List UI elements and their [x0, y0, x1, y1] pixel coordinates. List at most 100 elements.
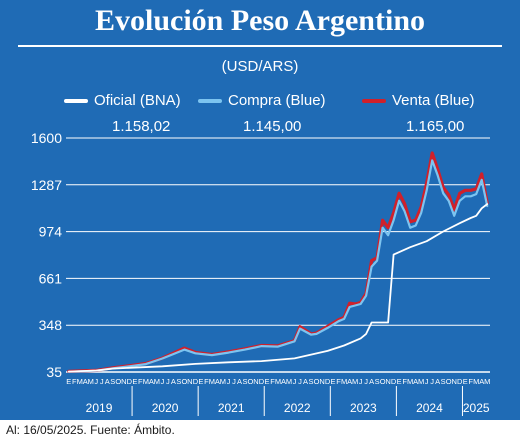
month-tick-label: M [407, 377, 413, 386]
month-tick-label: S [309, 377, 314, 386]
month-tick-label: A [303, 377, 308, 386]
month-tick-label: J [100, 377, 104, 386]
month-tick-label: S [242, 377, 247, 386]
month-tick-label: A [413, 377, 418, 386]
year-tick-label: 2020 [152, 401, 179, 415]
month-tick-label: J [364, 377, 368, 386]
month-tick-label: D [193, 377, 199, 386]
legend-label-compra: Compra (Blue) [228, 92, 326, 109]
year-tick-label: 2023 [350, 401, 377, 415]
month-tick-label: A [479, 377, 484, 386]
month-tick-label: M [77, 377, 83, 386]
month-tick-label: A [435, 377, 440, 386]
y-tick-label: 35 [46, 364, 62, 380]
month-tick-label: M [418, 377, 424, 386]
month-tick-label: S [375, 377, 380, 386]
month-tick-label: N [385, 377, 390, 386]
month-tick-label: O [380, 377, 386, 386]
month-tick-label: J [425, 377, 429, 386]
month-tick-label: M [352, 377, 358, 386]
legend-value-venta: 1.165,00 [406, 118, 465, 135]
legend-swatch-oficial [64, 98, 88, 103]
month-tick-label: M [286, 377, 292, 386]
year-tick-label: 2025 [463, 401, 490, 415]
year-tick-label: 2022 [284, 401, 311, 415]
month-tick-label: O [446, 377, 452, 386]
legend-label-oficial: Oficial (BNA) [94, 92, 181, 109]
y-tick-label: 1287 [31, 177, 62, 193]
month-tick-label: D [391, 377, 397, 386]
y-tick-label: 661 [39, 270, 63, 286]
month-tick-label: A [171, 377, 176, 386]
legend-item-oficial: Oficial (BNA) [64, 92, 181, 109]
month-tick-label: A [369, 377, 374, 386]
month-tick-label: A [149, 377, 154, 386]
month-tick-label: F [204, 377, 209, 386]
series-oficial-bna [67, 203, 489, 373]
month-tick-label: A [105, 377, 110, 386]
year-tick-label: 2024 [416, 401, 443, 415]
month-tick-label: M [275, 377, 281, 386]
month-tick-label: D [457, 377, 463, 386]
y-tick-label: 1600 [31, 130, 62, 146]
legend-item-compra: Compra (Blue) [198, 92, 326, 109]
month-tick-label: F [72, 377, 77, 386]
month-tick-label: J [430, 377, 434, 386]
chart-title: Evolución Peso Argentino [94, 4, 425, 37]
y-tick-label: 974 [39, 224, 63, 240]
month-tick-label: N [319, 377, 324, 386]
footnote: Al: 16/05/2025. Fuente: Ámbito. [6, 423, 175, 437]
month-tick-label: A [237, 377, 242, 386]
month-tick-label: N [253, 377, 258, 386]
month-tick-label: N [121, 377, 126, 386]
month-tick-label: N [187, 377, 192, 386]
month-tick-label: E [198, 377, 203, 386]
legend-swatch-venta [362, 98, 386, 103]
month-tick-label: M [143, 377, 149, 386]
legend-swatch-compra [198, 98, 222, 103]
month-tick-label: J [227, 377, 231, 386]
month-tick-label: S [176, 377, 181, 386]
month-tick-label: J [359, 377, 363, 386]
month-tick-label: M [220, 377, 226, 386]
month-tick-label: A [281, 377, 286, 386]
y-tick-label: 348 [39, 317, 63, 333]
month-tick-label: N [451, 377, 456, 386]
month-tick-label: J [166, 377, 170, 386]
month-tick-label: D [127, 377, 133, 386]
month-tick-label: M [341, 377, 347, 386]
month-tick-label: F [468, 377, 473, 386]
unit-label: (USD/ARS) [221, 58, 299, 75]
legend-value-compra: 1.145,00 [243, 118, 302, 135]
series-venta-blue [67, 151, 489, 373]
series-compra-blue [67, 159, 489, 373]
month-tick-label: O [248, 377, 254, 386]
month-tick-label: J [298, 377, 302, 386]
month-tick-label: D [325, 377, 331, 386]
month-tick-label: E [66, 377, 71, 386]
month-tick-label: S [110, 377, 115, 386]
title-divider [18, 45, 502, 47]
month-tick-label: F [270, 377, 275, 386]
month-tick-label: F [336, 377, 341, 386]
month-tick-label: M [154, 377, 160, 386]
month-tick-label: O [314, 377, 320, 386]
month-tick-label: M [484, 377, 490, 386]
year-tick-label: 2019 [86, 401, 113, 415]
month-tick-label: E [331, 377, 336, 386]
month-tick-label: O [115, 377, 121, 386]
month-tick-label: E [397, 377, 402, 386]
month-tick-label: M [473, 377, 479, 386]
month-tick-label: O [181, 377, 187, 386]
month-tick-label: A [83, 377, 88, 386]
month-tick-label: A [347, 377, 352, 386]
month-tick-label: E [264, 377, 269, 386]
month-tick-label: D [259, 377, 265, 386]
month-tick-label: J [160, 377, 164, 386]
month-tick-label: J [232, 377, 236, 386]
year-tick-label: 2021 [218, 401, 245, 415]
month-tick-label: F [138, 377, 143, 386]
month-tick-label: E [132, 377, 137, 386]
legend-value-oficial: 1.158,02 [112, 118, 171, 135]
